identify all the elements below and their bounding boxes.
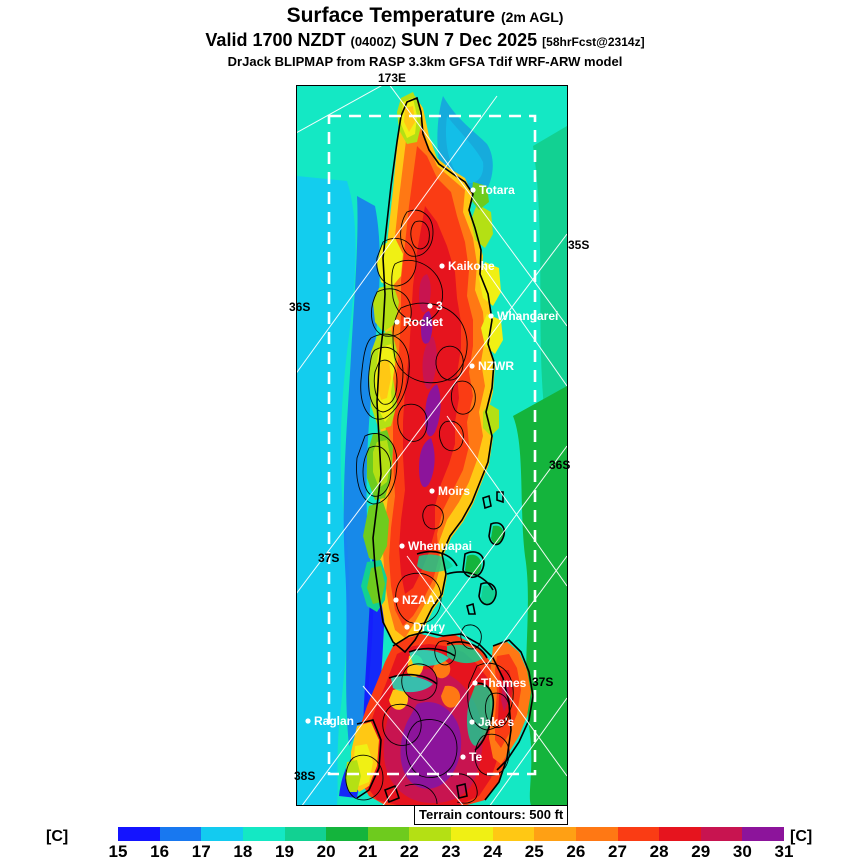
svg-text:Whenuapai: Whenuapai bbox=[408, 539, 472, 553]
valid-time-line: Valid 1700 NZDT (0400Z) SUN 7 Dec 2025 [… bbox=[0, 29, 850, 53]
colorbar-tick-27: 27 bbox=[608, 842, 627, 861]
colorbar-segment-11[interactable] bbox=[575, 827, 618, 841]
svg-text:Raglan: Raglan bbox=[314, 714, 354, 728]
svg-text:Thames: Thames bbox=[481, 676, 527, 690]
colorbar-segment-10[interactable] bbox=[534, 827, 576, 841]
graticule-label-35s-right: 35S bbox=[568, 238, 590, 252]
graticule-label-37s-left: 37S bbox=[318, 551, 340, 565]
colorbar-segment-5[interactable] bbox=[326, 827, 368, 841]
svg-text:Jake's: Jake's bbox=[478, 715, 515, 729]
colorbar-tick-22: 22 bbox=[399, 842, 419, 861]
colorbar-tick-21: 21 bbox=[358, 842, 378, 861]
colorbar-tick-17: 17 bbox=[191, 842, 211, 861]
colorbar-tick-labels: 15 16 17 18 19 20 21 22 23 24 25 26 27 28 29 30 31 bbox=[109, 842, 794, 862]
svg-text:NZAA: NZAA bbox=[402, 593, 436, 607]
svg-text:Kaikohe: Kaikohe bbox=[448, 259, 495, 273]
svg-text:Moirs: Moirs bbox=[438, 484, 470, 498]
page-header: Surface Temperature (2m AGL) Valid 1700 … bbox=[0, 0, 850, 70]
colorbar-segment-6[interactable] bbox=[367, 827, 410, 841]
colorbar-tick-25: 25 bbox=[524, 842, 544, 861]
terrain-contours-note: Terrain contours: 500 ft bbox=[414, 805, 569, 825]
colorbar-unit-left: [C] bbox=[46, 828, 69, 845]
colorbar-tick-31: 31 bbox=[774, 842, 794, 861]
graticule-lines bbox=[297, 86, 567, 805]
graticule-label-37s-right: 37S bbox=[532, 675, 554, 689]
coastline bbox=[356, 96, 534, 804]
colorbar-segment-15[interactable] bbox=[742, 827, 784, 841]
colorbar-tick-30: 30 bbox=[732, 842, 752, 861]
valid-utc-time: (0400Z) bbox=[350, 34, 397, 49]
colorbar-tick-15: 15 bbox=[108, 842, 128, 861]
graticule-label-36s-right: 36S bbox=[549, 458, 571, 472]
valid-date: SUN 7 Dec 2025 bbox=[401, 30, 538, 50]
forecast-run-info: [58hrFcst@2314z] bbox=[542, 35, 645, 49]
station-markers bbox=[305, 187, 494, 760]
colorbar-segment-1[interactable] bbox=[159, 827, 202, 841]
graticule-label-36s-left: 36S bbox=[289, 300, 311, 314]
svg-text:Rocket: Rocket bbox=[403, 315, 443, 329]
colorbar-segment-9[interactable] bbox=[492, 827, 535, 841]
colorbar-strip[interactable] bbox=[118, 827, 784, 841]
svg-text:Te: Te bbox=[469, 750, 482, 764]
station-labels: Totara Kaikohe 3 Rocket Whangarei NZWR M… bbox=[314, 183, 558, 764]
colorbar-tick-29: 29 bbox=[691, 842, 711, 861]
graticule-label-173e: 173E bbox=[378, 71, 407, 85]
colorbar-tick-20: 20 bbox=[316, 842, 336, 861]
svg-text:NZWR: NZWR bbox=[478, 359, 514, 373]
colorbar-legend: [C] [C] 15 16 17 18 19 20 21 22 23 24 25 26 27 28 29 30… bbox=[0, 826, 850, 862]
colorbar-tick-26: 26 bbox=[566, 842, 586, 861]
colorbar-segment-12[interactable] bbox=[617, 827, 660, 841]
graticule-label-38s-left: 38S bbox=[294, 769, 316, 783]
colorbar-tick-23: 23 bbox=[441, 842, 461, 861]
colorbar-segment-2[interactable] bbox=[201, 827, 243, 841]
map-canvas: Totara Kaikohe 3 Rocket Whangarei NZWR M… bbox=[297, 86, 567, 805]
svg-text:3: 3 bbox=[436, 299, 443, 313]
colorbar-segment-4[interactable] bbox=[284, 827, 327, 841]
temperature-map[interactable]: Totara Kaikohe 3 Rocket Whangarei NZWR M… bbox=[296, 85, 568, 806]
colorbar-segment-3[interactable] bbox=[242, 827, 285, 841]
title-superscript-text: (2m AGL) bbox=[500, 9, 564, 25]
terrain-contours bbox=[345, 209, 514, 805]
colorbar-tick-19: 19 bbox=[275, 842, 294, 861]
svg-text:Drury: Drury bbox=[413, 620, 445, 634]
colorbar-segment-8[interactable] bbox=[451, 827, 493, 841]
domain-box bbox=[327, 114, 537, 776]
valid-local-time: Valid 1700 NZDT bbox=[205, 30, 346, 50]
model-source-line: DrJack BLIPMAP from RASP 3.3km GFSA Tdif… bbox=[227, 54, 623, 69]
svg-text:Totara: Totara bbox=[479, 183, 515, 197]
colorbar-tick-18: 18 bbox=[233, 842, 253, 861]
colorbar-tick-28: 28 bbox=[649, 842, 669, 861]
svg-text:Whangarei: Whangarei bbox=[497, 309, 558, 323]
colorbar-segment-14[interactable] bbox=[700, 827, 743, 841]
colorbar-tick-24: 24 bbox=[483, 842, 503, 861]
colorbar-unit-right: [C] bbox=[790, 828, 813, 845]
colorbar-segment-13[interactable] bbox=[659, 827, 701, 841]
page-title: Surface Temperature (2m AGL) bbox=[0, 4, 850, 29]
colorbar-tick-16: 16 bbox=[150, 842, 170, 861]
title-main-text: Surface Temperature bbox=[286, 4, 496, 27]
colorbar-segment-0[interactable] bbox=[118, 827, 160, 841]
colorbar-segment-7[interactable] bbox=[409, 827, 451, 841]
